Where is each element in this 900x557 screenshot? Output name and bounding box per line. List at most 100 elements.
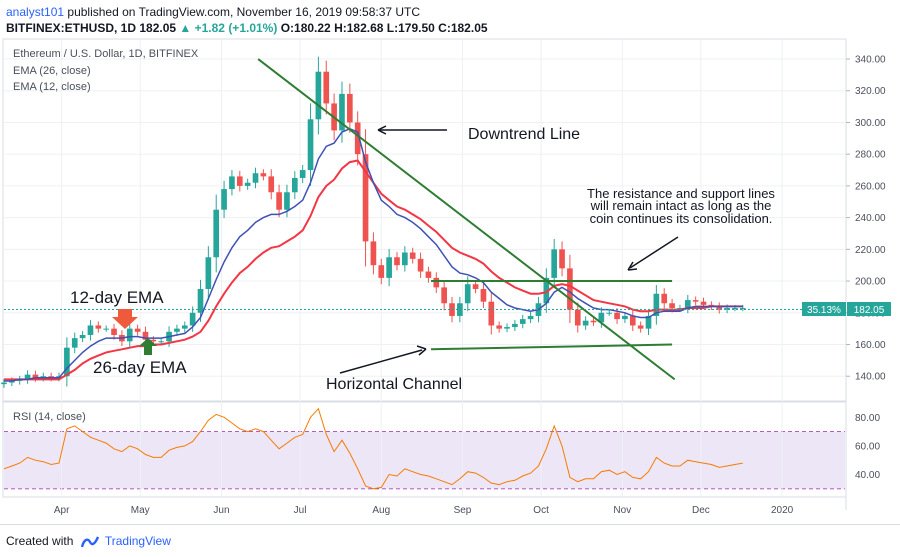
candle-body: [504, 327, 510, 329]
rsi-tick-label: 80.00: [855, 413, 880, 424]
candle-body: [441, 287, 447, 304]
trendlines: [257, 58, 676, 381]
candle-body: [551, 249, 558, 278]
candle-body: [409, 252, 416, 259]
candle-body: [323, 71, 330, 104]
candle: [103, 325, 110, 332]
candle-body: [425, 271, 432, 278]
legend-rsi: RSI (14, close): [13, 411, 86, 423]
candle: [629, 310, 636, 332]
time-tick-label: 2020: [771, 505, 794, 516]
candle: [111, 323, 117, 340]
candle-body: [622, 315, 628, 320]
rsi-axis: 40.00 60.00 80.00: [855, 413, 880, 481]
candle: [441, 280, 447, 311]
candle: [299, 164, 306, 184]
candle-body: [174, 328, 180, 332]
time-tick-label: Aug: [372, 505, 390, 516]
price-tick-label: 200.00: [855, 277, 886, 288]
candle: [174, 324, 180, 336]
down-arrow-icon: [112, 309, 138, 329]
candle-body: [598, 312, 605, 323]
last-price: 182.05: [139, 21, 177, 35]
candle: [559, 241, 565, 277]
candle-body: [181, 325, 188, 329]
candle-body: [268, 176, 275, 193]
candle: [598, 307, 605, 328]
price-tick-label: 220.00: [855, 245, 886, 256]
candle: [739, 304, 746, 312]
candle: [716, 302, 723, 314]
candle-body: [519, 319, 526, 324]
rsi-tick-label: 40.00: [855, 470, 880, 481]
candle: [181, 321, 188, 333]
candle: [79, 331, 86, 343]
candle: [496, 321, 502, 333]
candle: [433, 272, 440, 293]
candle: [645, 309, 652, 335]
candle: [402, 246, 408, 272]
note-arrowhead: [627, 261, 638, 271]
price-tick-label: 340.00: [855, 55, 886, 66]
candle-body: [582, 320, 589, 326]
candle: [606, 309, 613, 316]
candle: [276, 184, 282, 218]
tradingview-brand-link[interactable]: TradingView: [104, 534, 171, 548]
price-tick-label: 260.00: [855, 181, 886, 192]
candle-body: [362, 154, 369, 242]
candle: [394, 252, 400, 271]
candle-body: [488, 301, 495, 326]
created-with-text: Created with: [6, 534, 74, 548]
candle-body: [71, 338, 78, 348]
candle: [291, 171, 298, 199]
candle: [268, 169, 275, 200]
rsi-tick-label: 60.00: [855, 441, 880, 452]
candle: [71, 332, 78, 354]
candle-body: [103, 328, 110, 330]
chart-canvas[interactable]: 140.00160.00180.00200.00220.00240.00260.…: [0, 36, 900, 524]
candle-body: [260, 173, 267, 177]
price-badge: 182.05: [854, 305, 885, 316]
candle-body: [1, 382, 7, 385]
price-tick-label: 240.00: [855, 213, 886, 224]
candle-body: [496, 325, 502, 329]
candle-body: [661, 293, 668, 304]
ohlc-open: O:180.22: [280, 21, 331, 35]
author-link[interactable]: analyst101: [6, 5, 65, 19]
candle-body: [276, 192, 282, 210]
candle-body: [417, 258, 424, 272]
time-axis[interactable]: Apr May Jun Jul Aug Sep Oct Nov Dec 2020: [54, 505, 794, 516]
footer-credit: Created with TradingView: [6, 534, 171, 551]
legend-title: Ethereum / U.S. Dollar, 1D, BITFINEX: [13, 48, 199, 60]
candle: [574, 302, 581, 333]
candle-body: [464, 284, 471, 304]
published-text: published on TradingView.com, November 1…: [67, 5, 421, 19]
note-arrow: [629, 236, 679, 269]
candle-body: [692, 300, 699, 302]
candle: [425, 266, 432, 283]
candle: [260, 169, 267, 181]
candle: [386, 248, 392, 287]
symbol-line: BITFINEX:ETHUSD, 1D 182.05 ▲ +1.82 (+1.0…: [6, 21, 488, 35]
candle: [409, 247, 416, 264]
candle-body: [236, 176, 243, 186]
rsi-band-fill: [4, 431, 845, 489]
candle-body: [606, 312, 613, 314]
candle: [87, 319, 94, 341]
candle: [653, 285, 660, 325]
candle-body: [252, 173, 259, 183]
candle-body: [480, 288, 487, 302]
candle-body: [79, 334, 86, 339]
candle-body: [559, 249, 565, 269]
candle-body: [48, 376, 54, 378]
ema12-label: 12-day EMA: [70, 288, 164, 307]
candle: [229, 170, 235, 196]
price-axis[interactable]: 140.00160.00180.00200.00220.00240.00260.…: [846, 55, 886, 383]
candle-body: [739, 308, 746, 310]
legend-ema26: EMA (26, close): [13, 65, 91, 77]
downtrend-label: Downtrend Line: [468, 126, 580, 143]
price-tick-label: 140.00: [855, 372, 886, 383]
candle: [24, 370, 31, 384]
rsi-line: [3, 407, 743, 490]
candle: [417, 252, 424, 278]
